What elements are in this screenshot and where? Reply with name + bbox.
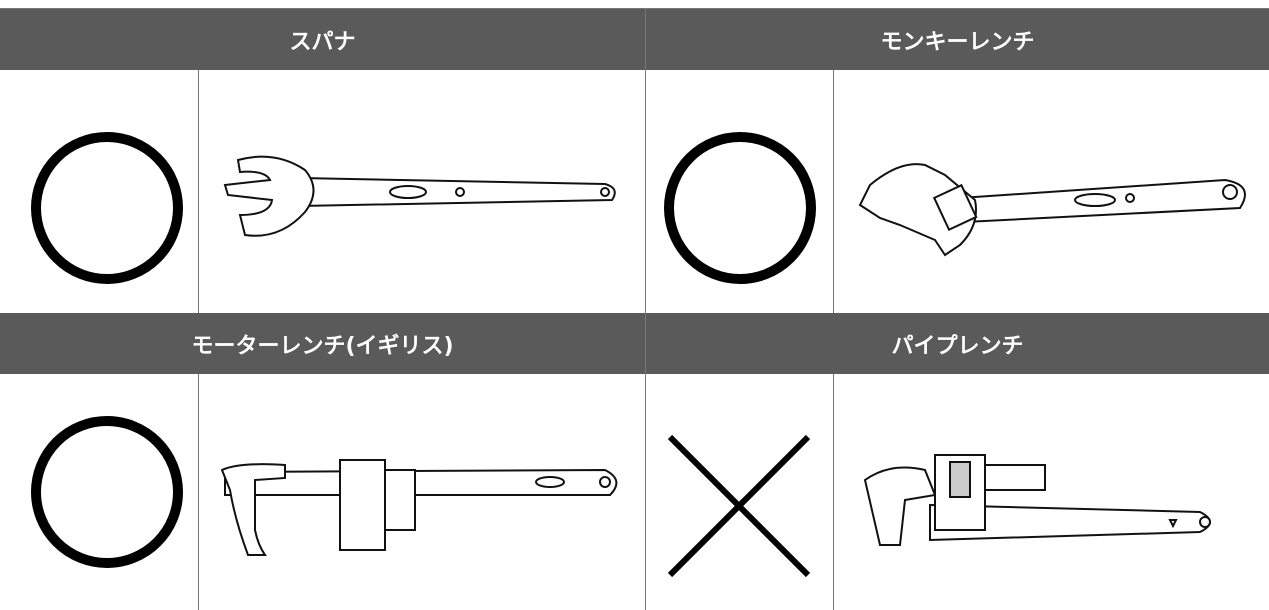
grid	[0, 8, 1269, 610]
spanner-illustration	[223, 155, 616, 237]
ok-mark	[31, 416, 183, 568]
monkey-wrench-illustration	[220, 459, 618, 556]
ng-mark	[667, 434, 811, 578]
header-cell: モーターレンチ(イギリス)	[0, 313, 645, 374]
header-cell: スパナ	[0, 9, 645, 70]
adjustable-wrench-illustration	[858, 163, 1246, 257]
ok-mark	[31, 132, 183, 284]
pipe-wrench-illustration	[863, 454, 1211, 546]
header-cell: モンキーレンチ	[646, 9, 1269, 70]
header-cell: パイプレンチ	[646, 313, 1269, 374]
ok-mark	[664, 132, 816, 284]
